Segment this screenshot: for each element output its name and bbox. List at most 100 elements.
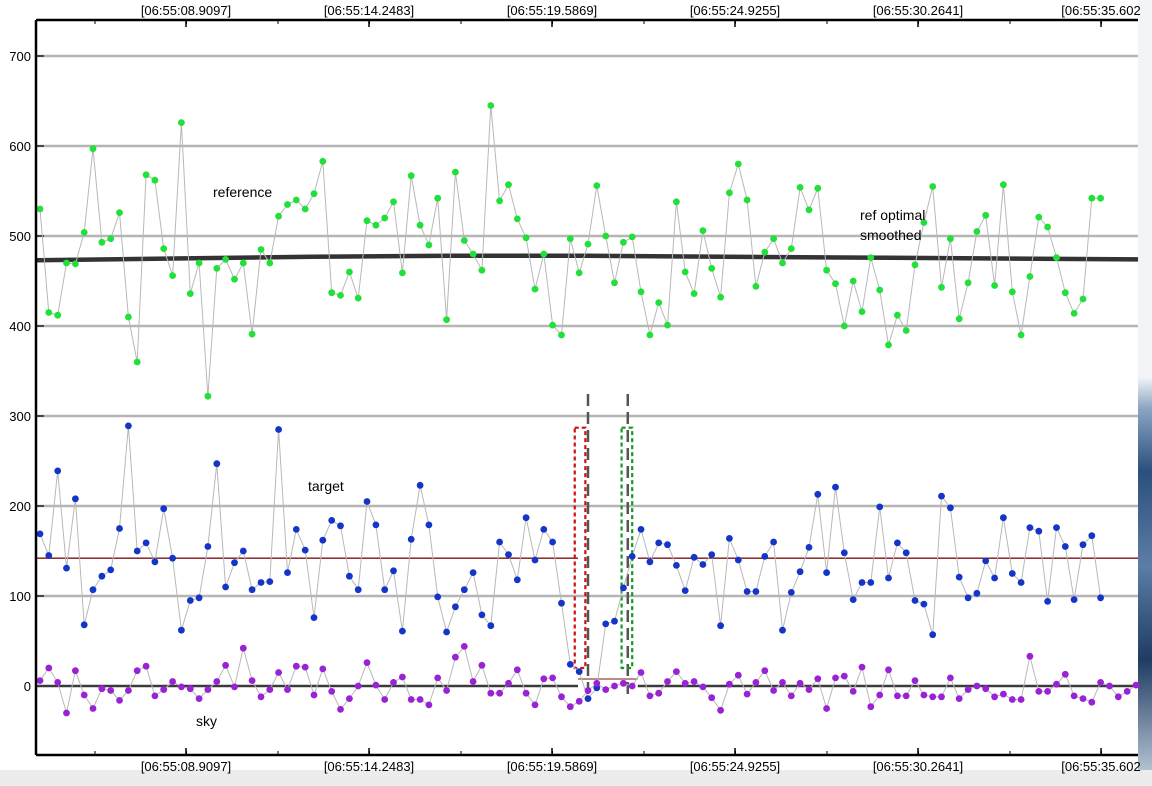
y-tick-label: 700 bbox=[9, 49, 31, 64]
sky-point bbox=[195, 695, 203, 702]
target-point bbox=[699, 561, 707, 568]
sky-point bbox=[133, 667, 141, 675]
sky-point bbox=[858, 663, 866, 671]
target-point bbox=[80, 621, 88, 629]
reference-point bbox=[248, 330, 256, 338]
red-interval-band bbox=[573, 426, 587, 670]
sky-point bbox=[752, 679, 760, 686]
target-point bbox=[328, 517, 336, 524]
reference-point bbox=[938, 283, 945, 291]
reference-point bbox=[558, 331, 565, 339]
sky-point bbox=[558, 693, 565, 701]
target-point bbox=[858, 579, 866, 586]
sky-point bbox=[107, 687, 115, 694]
sky-point bbox=[372, 681, 380, 689]
reference-point bbox=[310, 190, 318, 198]
reference-point bbox=[894, 311, 901, 319]
sky-point bbox=[982, 685, 990, 693]
target-point bbox=[425, 521, 433, 529]
reference-point bbox=[911, 261, 919, 269]
target-point bbox=[248, 586, 256, 594]
target-point bbox=[1035, 527, 1043, 535]
sky-point bbox=[566, 703, 574, 711]
target-point bbox=[319, 536, 327, 544]
sky-point bbox=[1123, 688, 1131, 695]
target-point bbox=[743, 588, 751, 595]
sky-point bbox=[540, 675, 548, 683]
reference-point bbox=[726, 189, 733, 197]
sky-point bbox=[947, 674, 954, 682]
reference-point bbox=[460, 237, 468, 244]
green-interval-band bbox=[620, 426, 634, 670]
reference-point bbox=[690, 290, 698, 297]
reference-point bbox=[699, 227, 707, 235]
target-point bbox=[964, 594, 972, 602]
target-point bbox=[231, 559, 238, 567]
x-tick-label-bottom: [06:55:30.2641] bbox=[873, 759, 963, 774]
target-point bbox=[124, 422, 132, 430]
target-point bbox=[239, 547, 247, 555]
target-point bbox=[920, 600, 928, 608]
target-point bbox=[416, 481, 424, 489]
sky-point bbox=[354, 682, 362, 690]
sky-point bbox=[478, 661, 486, 669]
reference-point bbox=[169, 272, 177, 279]
sky-point bbox=[275, 669, 282, 676]
reference-point bbox=[328, 289, 336, 297]
sky-point bbox=[151, 692, 159, 700]
target-point bbox=[460, 586, 468, 594]
sky-point bbox=[734, 671, 742, 679]
reference-point bbox=[443, 316, 450, 324]
target-point bbox=[1008, 570, 1016, 577]
target-point bbox=[796, 568, 804, 576]
reference-point bbox=[549, 321, 556, 329]
sky-point bbox=[63, 709, 70, 717]
reference-point bbox=[381, 214, 389, 222]
target-point bbox=[761, 553, 769, 560]
sky-point bbox=[452, 653, 459, 661]
target-point bbox=[151, 558, 159, 566]
target-point bbox=[496, 538, 503, 546]
target-point bbox=[947, 504, 954, 512]
reference-point bbox=[133, 358, 141, 366]
target-point bbox=[673, 562, 680, 569]
sky-point bbox=[867, 703, 875, 711]
sky-point bbox=[213, 678, 221, 685]
target-point bbox=[867, 579, 875, 586]
reference-point bbox=[814, 184, 822, 192]
target-point bbox=[637, 526, 645, 533]
target-point bbox=[584, 695, 592, 702]
reference-point bbox=[858, 308, 866, 315]
reference-point bbox=[213, 265, 221, 272]
reference-point bbox=[1008, 288, 1016, 296]
target-point bbox=[72, 495, 79, 503]
sky-point bbox=[425, 701, 433, 709]
sky-point bbox=[699, 683, 707, 691]
target-point bbox=[372, 521, 380, 529]
sky-point bbox=[717, 706, 724, 714]
reference-point bbox=[673, 198, 680, 206]
sky-point bbox=[964, 686, 972, 693]
reference-point bbox=[947, 235, 954, 243]
reference-point bbox=[664, 321, 671, 329]
sky-point bbox=[124, 687, 132, 694]
reference-point bbox=[469, 250, 477, 258]
sky-point bbox=[1000, 690, 1007, 698]
sky-point bbox=[955, 695, 963, 702]
target-point bbox=[911, 597, 919, 604]
sky-point bbox=[832, 674, 839, 682]
target-point bbox=[133, 547, 141, 555]
reference-point bbox=[770, 235, 777, 243]
sky-point bbox=[894, 692, 901, 700]
gridlines bbox=[36, 20, 1138, 755]
reference-point bbox=[1061, 289, 1069, 297]
reference-point bbox=[620, 238, 627, 246]
target-point bbox=[646, 558, 654, 566]
sky-point bbox=[1132, 681, 1140, 689]
reference-point bbox=[796, 184, 804, 191]
reference-point bbox=[646, 331, 654, 339]
target-point bbox=[275, 426, 282, 433]
sky-point bbox=[160, 686, 168, 693]
reference-point bbox=[982, 211, 990, 219]
sky-point bbox=[319, 665, 327, 673]
